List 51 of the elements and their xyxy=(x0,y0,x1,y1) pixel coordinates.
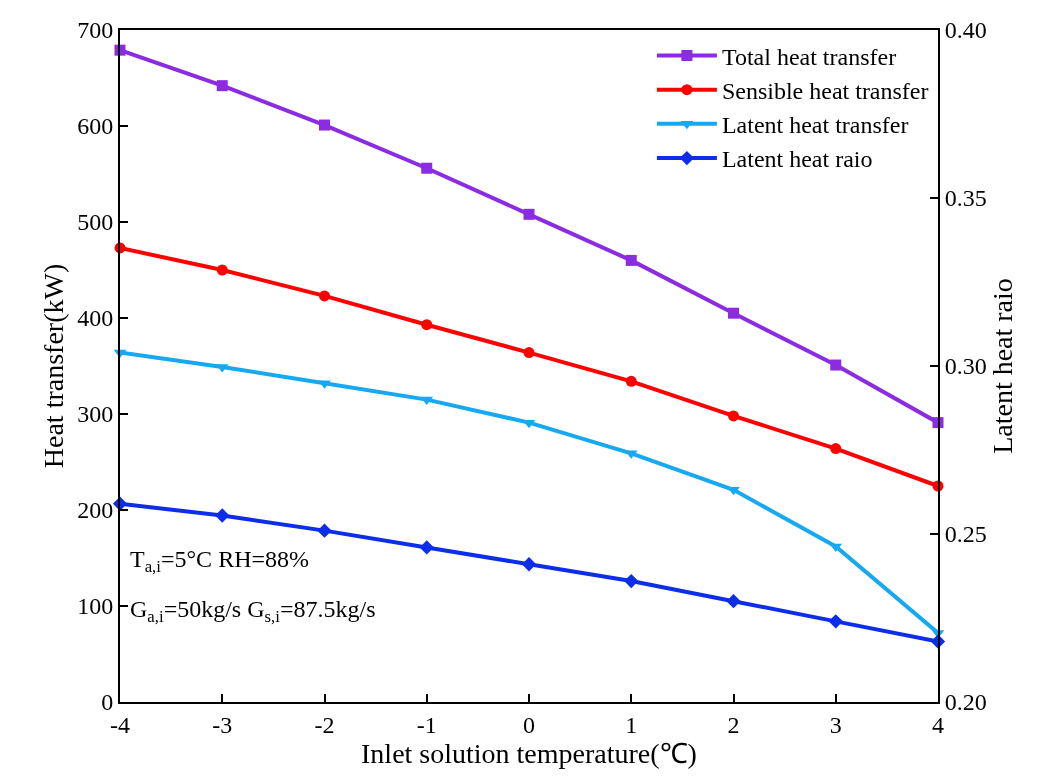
y-tick-label: 100 xyxy=(77,593,114,620)
x-tick-label: 1 xyxy=(625,711,638,738)
y-tick-label: 500 xyxy=(77,209,114,236)
y2-tick-label: 0.20 xyxy=(944,689,987,716)
x-tick-label: 4 xyxy=(932,711,944,738)
point xyxy=(421,162,433,174)
point xyxy=(216,264,228,276)
y-tick-label: 200 xyxy=(77,497,114,524)
y2-tick-label: 0.40 xyxy=(944,17,987,44)
x-tick-label: 3 xyxy=(829,711,842,738)
y-axis-title: Heat transfer(kW) xyxy=(38,263,70,469)
y-tick-label: 700 xyxy=(77,17,114,44)
legend-label: Latent heat raio xyxy=(721,146,873,173)
point xyxy=(216,80,228,92)
point xyxy=(215,508,230,523)
y2-tick-label: 0.35 xyxy=(944,185,987,212)
point xyxy=(523,208,535,220)
annotation: G$_{a,i}$=50kg/s G$_{s,i}$=87.5kg/s xyxy=(130,596,376,627)
point xyxy=(319,119,330,131)
x-tick-label: -1 xyxy=(416,711,437,738)
y2-tick-label: 0.30 xyxy=(944,353,987,380)
point xyxy=(728,307,739,319)
point xyxy=(419,540,434,555)
point xyxy=(521,557,537,572)
point xyxy=(830,359,842,371)
point xyxy=(828,614,843,629)
point xyxy=(523,347,535,359)
y2-tick-label: 0.25 xyxy=(944,521,987,548)
point xyxy=(728,410,739,422)
annotation: T$_{a,i}$=5°C RH=88% xyxy=(130,546,309,577)
point xyxy=(319,290,330,302)
legend-label: Latent heat transfer xyxy=(721,112,909,139)
y-tick-label: 400 xyxy=(77,305,114,332)
point xyxy=(625,375,637,387)
y-tick-label: 600 xyxy=(77,113,114,140)
point xyxy=(625,254,637,266)
legend-label: Total heat transfer xyxy=(721,43,897,70)
x-axis-title: Inlet solution temperature(℃) xyxy=(361,737,697,769)
x-tick-label: -3 xyxy=(212,711,233,738)
y-tick-label: 300 xyxy=(77,401,114,428)
point xyxy=(830,443,842,455)
point xyxy=(726,594,741,609)
x-tick-label: -2 xyxy=(314,711,335,738)
legend-label: Sensible heat transfer xyxy=(721,78,929,105)
x-tick-label: 2 xyxy=(727,711,740,738)
point xyxy=(420,396,434,406)
point xyxy=(317,523,332,538)
point xyxy=(624,573,639,589)
y2-axis-title: Latent heat raio xyxy=(986,278,1018,454)
x-tick-label: 0 xyxy=(523,711,535,738)
point xyxy=(421,319,433,331)
